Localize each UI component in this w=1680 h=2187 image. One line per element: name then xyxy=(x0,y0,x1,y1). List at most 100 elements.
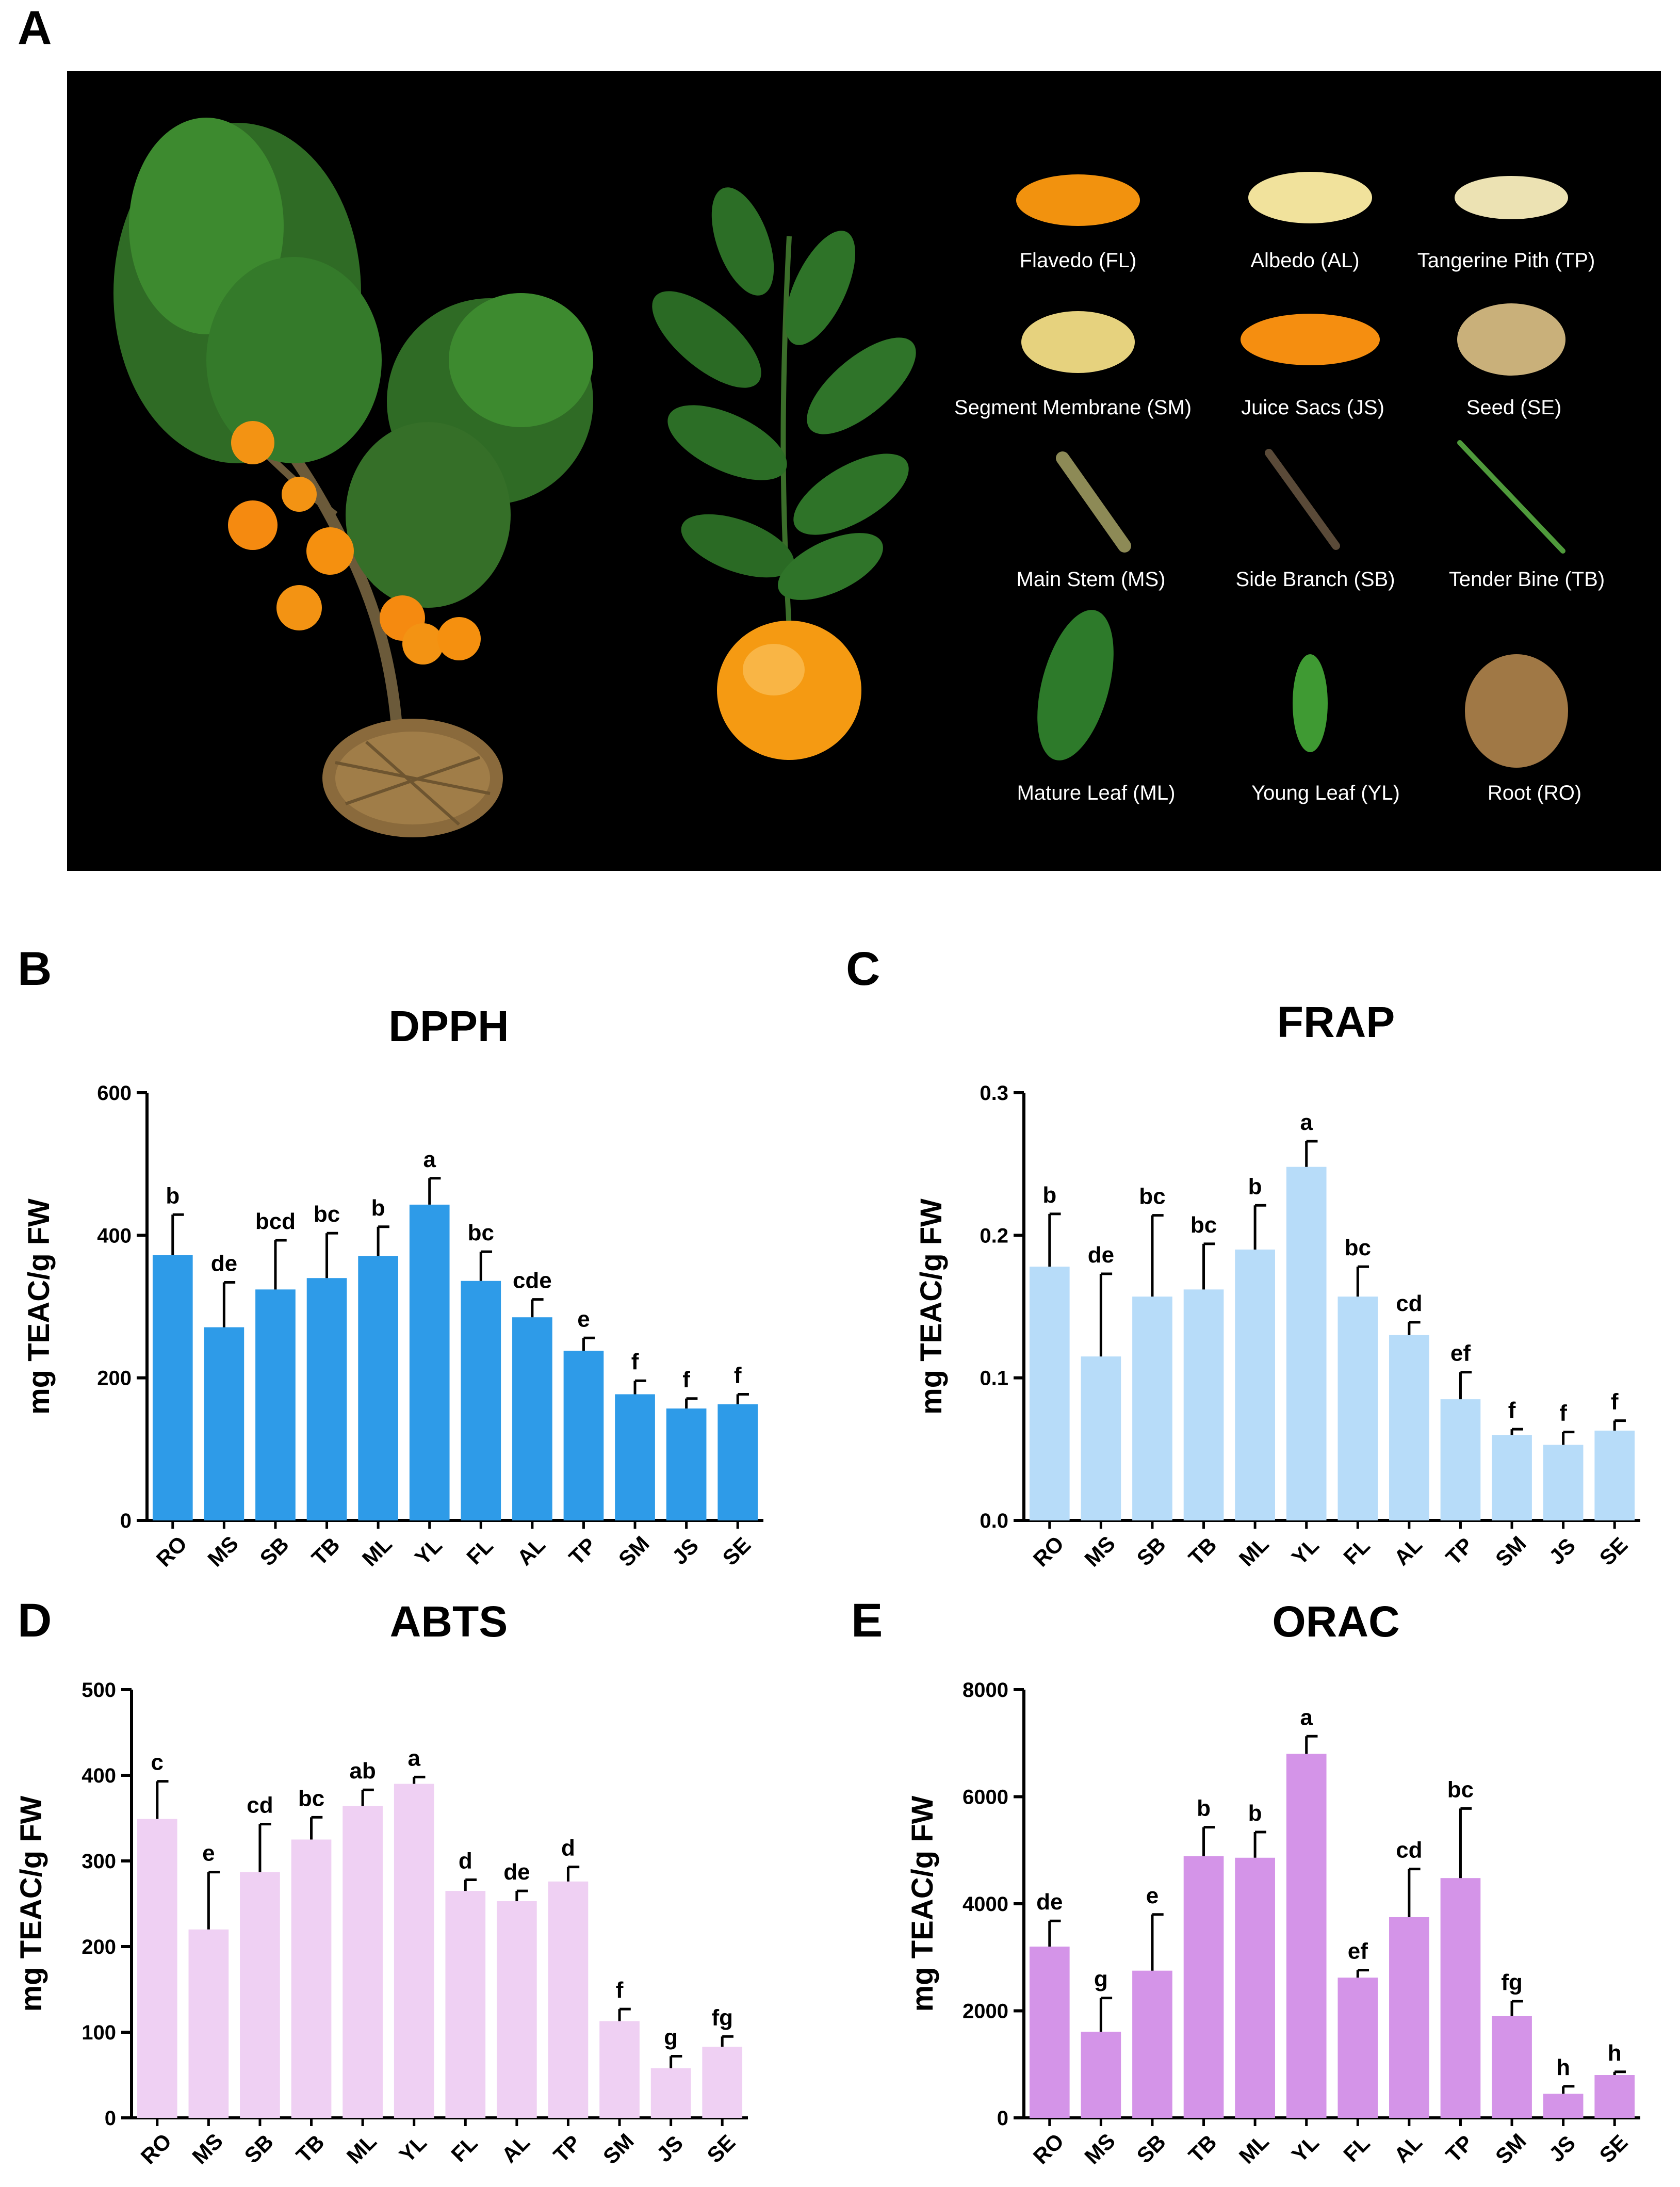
significance-letter-orac-js: h xyxy=(1556,2055,1570,2080)
bar-frap-se xyxy=(1594,1430,1635,1520)
bar-frap-sb xyxy=(1132,1297,1172,1520)
x-tick-label-dpph-yl: YL xyxy=(410,1533,447,1569)
y-tick-label-orac: 2000 xyxy=(963,2000,1008,2023)
significance-letter-abts-js: g xyxy=(664,2024,678,2050)
bar-frap-al xyxy=(1389,1335,1429,1520)
x-tick-label-abts-ml: ML xyxy=(342,2129,381,2168)
significance-letter-orac-al: cd xyxy=(1396,1838,1422,1863)
x-tick-label-dpph-sb: SB xyxy=(255,1532,293,1570)
significance-letter-abts-sm: f xyxy=(616,1978,624,2003)
significance-letter-dpph-tb: bc xyxy=(314,1202,340,1227)
significance-letter-dpph-fl: bc xyxy=(468,1220,494,1245)
label-tangerine-pith: Tangerine Pith (TP) xyxy=(1417,249,1595,272)
significance-letter-frap-tp: ef xyxy=(1450,1341,1471,1366)
significance-letter-dpph-al: cde xyxy=(513,1268,552,1293)
bar-dpph-ro xyxy=(152,1255,193,1520)
x-tick-label-frap-ro: RO xyxy=(1029,1531,1069,1572)
bar-orac-sb xyxy=(1132,1970,1172,2118)
bar-frap-ml xyxy=(1235,1249,1275,1520)
x-tick-label-orac-fl: FL xyxy=(1339,2131,1375,2167)
significance-letter-abts-ml: ab xyxy=(349,1758,376,1784)
bar-abts-ml xyxy=(342,1806,383,2118)
x-tick-label-orac-tp: TP xyxy=(1441,2130,1478,2167)
x-tick-label-abts-js: JS xyxy=(652,2131,688,2167)
bar-dpph-fl xyxy=(461,1281,501,1520)
significance-letter-dpph-yl: a xyxy=(423,1147,436,1172)
x-tick-label-frap-ms: MS xyxy=(1080,1531,1120,1572)
x-tick-label-dpph-al: AL xyxy=(512,1532,550,1570)
significance-letter-frap-se: f xyxy=(1611,1389,1619,1415)
x-tick-label-orac-se: SE xyxy=(1595,2130,1633,2167)
label-juice-sacs: Juice Sacs (JS) xyxy=(1241,396,1384,419)
x-tick-label-dpph-ml: ML xyxy=(357,1532,397,1571)
label-root: Root (RO) xyxy=(1488,782,1581,804)
y-tick-label-dpph: 200 xyxy=(97,1367,132,1390)
mature-leaf-image xyxy=(1037,610,1114,760)
albedo-image xyxy=(1248,172,1372,223)
panel-letter-a: A xyxy=(18,2,52,54)
significance-letter-orac-tp: bc xyxy=(1447,1777,1474,1802)
x-tick-label-abts-fl: FL xyxy=(446,2131,482,2167)
bar-frap-tp xyxy=(1440,1399,1481,1520)
significance-letter-orac-ms: g xyxy=(1094,1967,1108,1992)
x-tick-label-dpph-ro: RO xyxy=(152,1531,192,1572)
label-flavedo: Flavedo (FL) xyxy=(1020,249,1137,272)
y-tick-label-abts: 400 xyxy=(81,1764,116,1787)
bar-dpph-ms xyxy=(204,1327,244,1520)
seed-image xyxy=(1457,303,1565,376)
significance-letter-frap-tb: bc xyxy=(1190,1212,1217,1238)
x-tick-label-dpph-tb: TB xyxy=(307,1532,345,1570)
panel-letter-b: B xyxy=(18,943,52,995)
y-axis-label-frap: mg TEAC/g FW xyxy=(915,1198,948,1415)
significance-letter-dpph-sm: f xyxy=(631,1349,639,1374)
bar-dpph-yl xyxy=(409,1204,450,1520)
bar-abts-js xyxy=(650,2068,691,2118)
significance-letter-frap-al: cd xyxy=(1396,1291,1422,1316)
y-tick-label-abts: 100 xyxy=(81,2021,116,2044)
bar-frap-yl xyxy=(1286,1167,1327,1520)
x-tick-label-frap-sb: SB xyxy=(1132,1532,1170,1570)
bar-orac-ms xyxy=(1081,2031,1121,2118)
bar-dpph-sm xyxy=(615,1394,655,1520)
x-tick-label-dpph-fl: FL xyxy=(462,1533,498,1569)
chart-title-frap: FRAP xyxy=(1277,998,1395,1046)
photo-illustration: Flavedo (FL) Albedo (AL) Tangerine Pith … xyxy=(113,118,1605,837)
significance-letter-orac-ro: de xyxy=(1036,1889,1063,1915)
panel-letter-d: D xyxy=(18,1594,52,1647)
bar-frap-ms xyxy=(1081,1356,1121,1520)
root-image xyxy=(1465,654,1568,768)
bar-orac-js xyxy=(1543,2094,1584,2118)
label-mature-leaf: Mature Leaf (ML) xyxy=(1017,782,1176,804)
bar-frap-fl xyxy=(1338,1297,1378,1520)
y-tick-label-abts: 500 xyxy=(81,1679,116,1702)
significance-letter-abts-yl: a xyxy=(407,1745,420,1771)
tangerine-pith-image xyxy=(1455,176,1568,219)
bar-dpph-se xyxy=(717,1404,758,1520)
y-tick-label-frap: 0.0 xyxy=(980,1510,1008,1532)
bar-abts-ro xyxy=(137,1819,177,2118)
significance-letter-abts-fl: d xyxy=(459,1849,472,1874)
tender-bine-image xyxy=(1457,440,1565,554)
x-tick-label-orac-ml: ML xyxy=(1234,2129,1274,2168)
significance-letter-abts-tb: bc xyxy=(298,1786,324,1811)
x-tick-label-abts-sb: SB xyxy=(239,2129,278,2168)
y-tick-label-abts: 0 xyxy=(105,2107,116,2130)
x-tick-label-dpph-js: JS xyxy=(667,1533,704,1569)
x-tick-label-dpph-sm: SM xyxy=(614,1531,654,1572)
x-tick-label-frap-al: AL xyxy=(1389,1532,1427,1570)
bar-abts-tp xyxy=(548,1881,589,2118)
y-tick-label-dpph: 0 xyxy=(120,1510,132,1532)
label-albedo: Albedo (AL) xyxy=(1250,249,1359,272)
bar-orac-se xyxy=(1594,2075,1635,2118)
x-tick-label-orac-sb: SB xyxy=(1132,2129,1170,2168)
y-tick-label-frap: 0.1 xyxy=(980,1367,1008,1390)
significance-letter-orac-tb: b xyxy=(1197,1796,1211,1821)
label-seed: Seed (SE) xyxy=(1466,396,1562,419)
x-tick-label-abts-al: AL xyxy=(497,2130,534,2167)
y-tick-label-orac: 0 xyxy=(997,2107,1008,2130)
fruit-branch-illustration xyxy=(652,187,916,760)
chart-title-orac: ORAC xyxy=(1272,1597,1399,1646)
y-axis-label-dpph: mg TEAC/g FW xyxy=(22,1198,56,1415)
significance-letter-frap-ml: b xyxy=(1248,1174,1262,1199)
x-tick-label-abts-yl: YL xyxy=(395,2130,431,2167)
